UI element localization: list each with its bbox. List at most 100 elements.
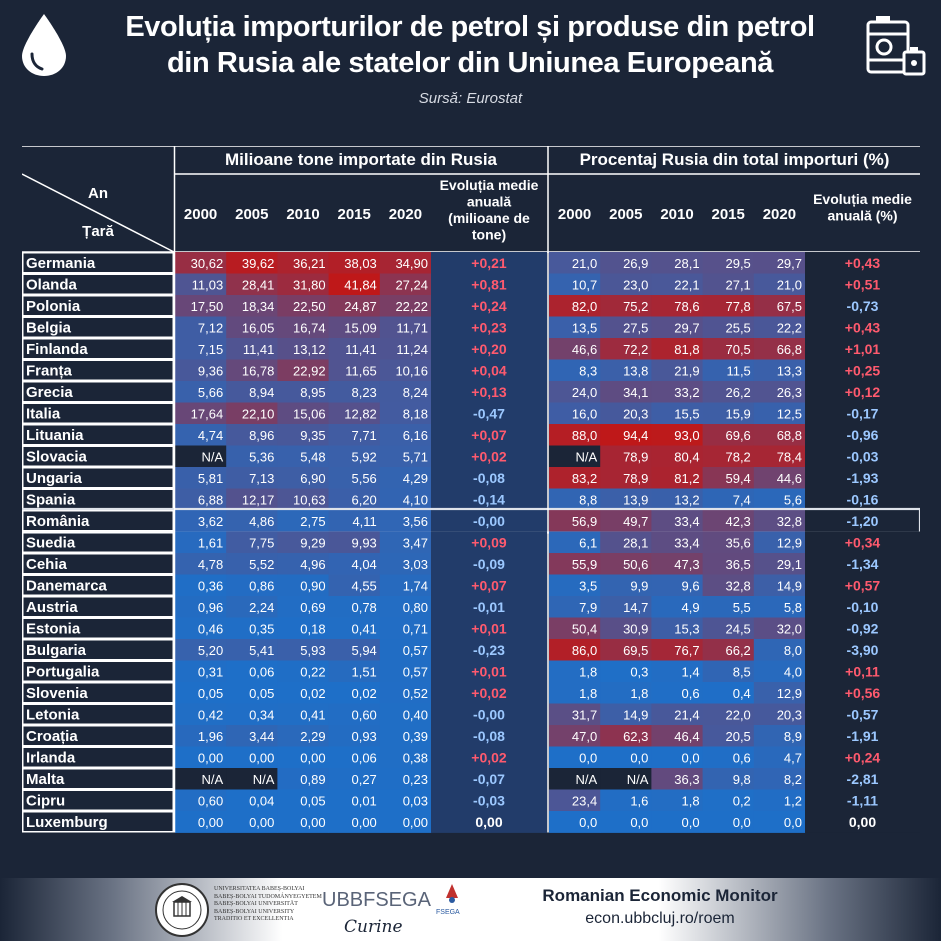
percent-value: 33,4: [674, 535, 699, 550]
tonnes-value: 5,81: [198, 471, 223, 486]
percent-cell: [651, 811, 703, 833]
country-name: Franța: [26, 362, 73, 379]
tonnes-value: 8,23: [351, 385, 376, 400]
tonnes-value: 3,62: [198, 514, 223, 529]
percent-cell: [651, 273, 703, 296]
percent-value: 82,0: [572, 299, 597, 314]
percent-cell: [702, 488, 755, 511]
change-header-tonnes: anuală: [467, 194, 512, 210]
percent-change-value: -0,57: [847, 706, 879, 722]
percent-change-cell: [805, 467, 920, 489]
tonnes-change-cell: [431, 596, 547, 618]
country-name: Cehia: [26, 556, 68, 573]
percent-cell: [549, 789, 601, 812]
svg-text:FSEGA: FSEGA: [436, 909, 460, 916]
percent-value: N/A: [576, 449, 598, 464]
country-name: Ungaria: [26, 470, 83, 487]
percent-value: 77,8: [725, 299, 750, 314]
tonnes-value: 27,24: [395, 277, 428, 292]
tonnes-cell: [328, 725, 381, 747]
change-header-percent: anuală (%): [827, 208, 897, 224]
tonnes-cell: [277, 510, 329, 532]
tonnes-change-cell: [431, 252, 547, 274]
year-header-tonnes: 2020: [389, 206, 422, 223]
percent-cell: [753, 660, 806, 683]
tonnes-change-value: -0,23: [473, 642, 505, 658]
tonnes-value: 12,17: [242, 492, 275, 507]
tonnes-change-cell: [431, 639, 547, 661]
percent-cell: [753, 381, 806, 403]
tonnes-cell: [277, 617, 329, 640]
percent-value: N/A: [576, 772, 598, 787]
percent-cell: [549, 682, 601, 704]
table-row: Slovacia N/A 5,36 5,48 5,92 5,71 +0,02 N/A 78,9 8…: [22, 445, 920, 468]
tonnes-cell: [175, 488, 227, 511]
table-row: Portugalia 0,31 0,06 0,22 1,51 0,57 +0,01 1,8 0,…: [22, 660, 920, 683]
tonnes-value: 7,71: [351, 428, 376, 443]
percent-cell: [549, 488, 601, 511]
tonnes-cell: [277, 574, 329, 597]
tonnes-value: 0,96: [198, 600, 223, 615]
tonnes-value: 15,09: [344, 320, 377, 335]
tonnes-value: 4,55: [351, 578, 376, 593]
tonnes-value: 0,39: [403, 729, 428, 744]
percent-cell: [651, 316, 703, 339]
percent-cell: [753, 725, 806, 747]
percent-cell: [702, 660, 755, 683]
percent-cell: [702, 338, 755, 360]
percent-cell: [600, 381, 652, 403]
tonnes-value: 0,57: [403, 643, 428, 658]
tonnes-value: 0,06: [249, 664, 274, 679]
percent-value: 1,4: [682, 664, 700, 679]
percent-cell: [753, 639, 806, 661]
tonnes-value: 0,03: [403, 793, 428, 808]
country-name: Portugalia: [26, 663, 100, 680]
percent-cell: [549, 445, 601, 468]
tonnes-cell: [226, 789, 278, 812]
percent-cell: [549, 359, 601, 382]
percent-change-cell: [805, 746, 920, 769]
tonnes-value: 6,20: [351, 492, 376, 507]
tonnes-change-value: -0,07: [473, 771, 505, 787]
tonnes-cell: [328, 617, 381, 640]
percent-cell: [702, 381, 755, 403]
percent-cell: [549, 617, 601, 640]
percent-cell: [753, 617, 806, 640]
percent-cell: [702, 746, 755, 769]
year-header-tonnes: 2005: [235, 206, 268, 223]
oil-canister-icon: [866, 16, 926, 76]
tonnes-change-cell: [431, 445, 547, 468]
percent-value: 5,8: [784, 600, 802, 615]
tonnes-cell: [328, 295, 381, 317]
country-name: Lituania: [26, 427, 84, 444]
tonnes-value: 13,12: [293, 342, 326, 357]
percent-change-value: +0,57: [845, 577, 881, 593]
country-name: Letonia: [26, 706, 80, 723]
tonnes-value: 0,22: [300, 664, 325, 679]
percent-value: 3,5: [579, 578, 597, 593]
percent-value: 75,2: [623, 299, 648, 314]
tonnes-cell: [277, 424, 329, 446]
percent-value: 12,5: [777, 406, 802, 421]
tonnes-cell: [328, 789, 381, 812]
percent-value: 16,0: [572, 406, 597, 421]
percent-value: 68,8: [777, 428, 802, 443]
chart-title-line-1: Evoluția importurilor de petrol și produ…: [125, 11, 815, 43]
country-cell: [22, 295, 174, 317]
table-row: Cehia 4,78 5,52 4,96 4,04 3,03 -0,09 55,9 50,6 47…: [22, 553, 920, 575]
percent-change-value: +0,43: [845, 319, 881, 335]
tonnes-cell: [175, 703, 227, 726]
tonnes-value: 0,00: [351, 815, 376, 830]
percent-value: 24,5: [725, 621, 750, 636]
percent-value: 0,0: [579, 815, 597, 830]
tonnes-value: 0,05: [249, 686, 274, 701]
tonnes-change-cell: [431, 789, 547, 812]
tonnes-value: 0,27: [351, 772, 376, 787]
tonnes-change-cell: [431, 273, 547, 296]
tonnes-cell: [379, 488, 432, 511]
table-row: Italia 17,64 22,10 15,06 12,82 8,18 -0,47 16,0 2…: [22, 402, 920, 425]
tonnes-value: 11,41: [345, 342, 377, 357]
tonnes-value: 0,40: [403, 707, 428, 722]
country-name: Belgia: [26, 319, 72, 336]
university-name-de: BABEȘ-BOLYAI UNIVERSITÄT: [214, 901, 298, 907]
